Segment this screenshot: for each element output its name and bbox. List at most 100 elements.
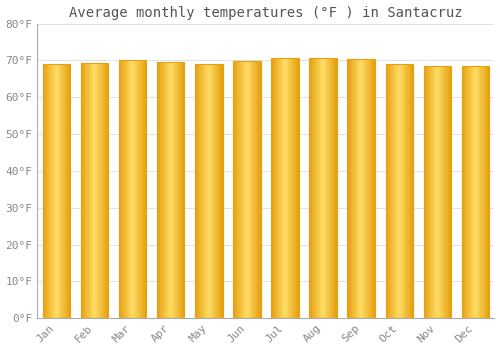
Bar bbox=[165, 62, 166, 318]
Bar bbox=[445, 66, 446, 318]
Bar bbox=[443, 66, 444, 318]
Bar bbox=[220, 64, 221, 318]
Bar bbox=[62, 64, 63, 318]
Bar bbox=[336, 58, 337, 318]
Bar bbox=[313, 58, 314, 318]
Bar bbox=[254, 61, 255, 318]
Bar bbox=[282, 58, 283, 318]
Bar bbox=[399, 64, 400, 318]
Bar bbox=[348, 59, 349, 318]
Bar bbox=[99, 63, 100, 318]
Bar bbox=[85, 63, 86, 318]
Bar bbox=[218, 64, 219, 318]
Bar bbox=[221, 64, 222, 318]
Bar bbox=[386, 64, 387, 318]
Title: Average monthly temperatures (°F ) in Santacruz: Average monthly temperatures (°F ) in Sa… bbox=[69, 6, 462, 20]
Bar bbox=[427, 66, 428, 318]
Bar bbox=[352, 59, 353, 318]
Bar bbox=[371, 59, 372, 318]
Bar bbox=[360, 59, 361, 318]
Bar bbox=[412, 64, 413, 318]
Bar bbox=[243, 61, 244, 318]
Bar bbox=[168, 62, 169, 318]
Bar bbox=[439, 66, 440, 318]
Bar bbox=[486, 66, 487, 318]
Bar bbox=[467, 66, 468, 318]
Bar bbox=[393, 64, 394, 318]
Bar bbox=[64, 64, 65, 318]
Bar bbox=[297, 58, 298, 318]
Bar bbox=[274, 58, 275, 318]
Bar bbox=[142, 60, 143, 318]
Bar bbox=[215, 64, 216, 318]
Bar bbox=[321, 58, 322, 318]
Bar bbox=[314, 58, 315, 318]
Bar bbox=[424, 66, 426, 318]
Bar bbox=[143, 60, 144, 318]
Bar bbox=[258, 61, 259, 318]
Bar bbox=[126, 60, 127, 318]
Bar bbox=[279, 58, 280, 318]
Bar bbox=[292, 58, 293, 318]
Bar bbox=[217, 64, 218, 318]
Bar bbox=[59, 64, 60, 318]
Bar bbox=[208, 64, 209, 318]
Bar bbox=[272, 58, 298, 318]
Bar bbox=[172, 62, 173, 318]
Bar bbox=[312, 58, 313, 318]
Bar bbox=[275, 58, 276, 318]
Bar bbox=[388, 64, 389, 318]
Bar bbox=[60, 64, 61, 318]
Bar bbox=[449, 66, 450, 318]
Bar bbox=[132, 60, 133, 318]
Bar bbox=[250, 61, 252, 318]
Bar bbox=[466, 66, 467, 318]
Bar bbox=[472, 66, 473, 318]
Bar bbox=[241, 61, 242, 318]
Bar bbox=[386, 64, 413, 318]
Bar bbox=[334, 58, 335, 318]
Bar bbox=[365, 59, 366, 318]
Bar bbox=[402, 64, 403, 318]
Bar bbox=[54, 64, 55, 318]
Bar bbox=[120, 60, 121, 318]
Bar bbox=[46, 64, 47, 318]
Bar bbox=[122, 60, 123, 318]
Bar bbox=[170, 62, 172, 318]
Bar bbox=[119, 60, 120, 318]
Bar bbox=[176, 62, 178, 318]
Bar bbox=[471, 66, 472, 318]
Bar bbox=[287, 58, 288, 318]
Bar bbox=[167, 62, 168, 318]
Bar bbox=[446, 66, 447, 318]
Bar bbox=[332, 58, 333, 318]
Bar bbox=[169, 62, 170, 318]
Bar bbox=[100, 63, 101, 318]
Bar bbox=[248, 61, 249, 318]
Bar bbox=[130, 60, 131, 318]
Bar bbox=[327, 58, 328, 318]
Bar bbox=[320, 58, 321, 318]
Bar bbox=[364, 59, 365, 318]
Bar bbox=[55, 64, 56, 318]
Bar bbox=[291, 58, 292, 318]
Bar bbox=[326, 58, 327, 318]
Bar bbox=[330, 58, 332, 318]
Bar bbox=[69, 64, 70, 318]
Bar bbox=[135, 60, 136, 318]
Bar bbox=[196, 64, 198, 318]
Bar bbox=[409, 64, 410, 318]
Bar bbox=[140, 60, 141, 318]
Bar bbox=[247, 61, 248, 318]
Bar bbox=[278, 58, 279, 318]
Bar bbox=[373, 59, 374, 318]
Bar bbox=[173, 62, 174, 318]
Bar bbox=[464, 66, 465, 318]
Bar bbox=[426, 66, 427, 318]
Bar bbox=[42, 64, 43, 318]
Bar bbox=[366, 59, 367, 318]
Bar bbox=[246, 61, 247, 318]
Bar bbox=[53, 64, 54, 318]
Bar bbox=[157, 62, 158, 318]
Bar bbox=[280, 58, 281, 318]
